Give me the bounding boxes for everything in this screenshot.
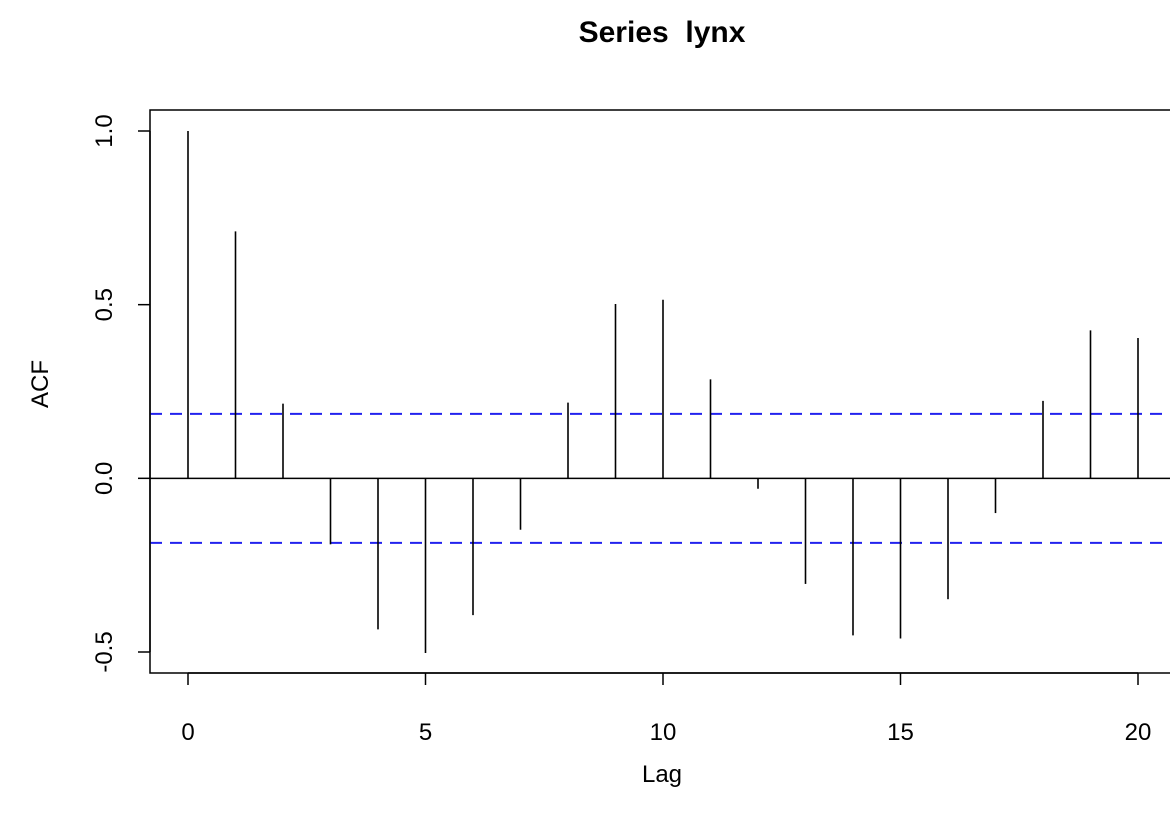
x-tick-label: 10 — [650, 719, 677, 746]
y-tick-label: 0.0 — [91, 462, 118, 495]
plot-frame — [149, 109, 1170, 674]
x-axis: 0 5 10 15 20 — [181, 672, 1152, 746]
y-tick-label: 0.5 — [91, 288, 118, 321]
x-tick-label: 20 — [1125, 719, 1152, 746]
confidence-lines — [150, 412, 1170, 544]
y-tick-label: 1.0 — [91, 114, 118, 147]
x-tick-label: 15 — [887, 719, 914, 746]
acf-bars — [187, 131, 1139, 654]
chart-title: Series lynx — [579, 16, 746, 49]
y-tick-label: -0.5 — [91, 631, 118, 672]
y-axis: -0.5 0.0 0.5 1.0 — [91, 114, 151, 673]
x-tick-label: 0 — [181, 719, 194, 746]
x-tick-label: 5 — [419, 719, 432, 746]
x-axis-label: Lag — [642, 761, 682, 788]
y-axis-label: ACF — [27, 360, 54, 408]
